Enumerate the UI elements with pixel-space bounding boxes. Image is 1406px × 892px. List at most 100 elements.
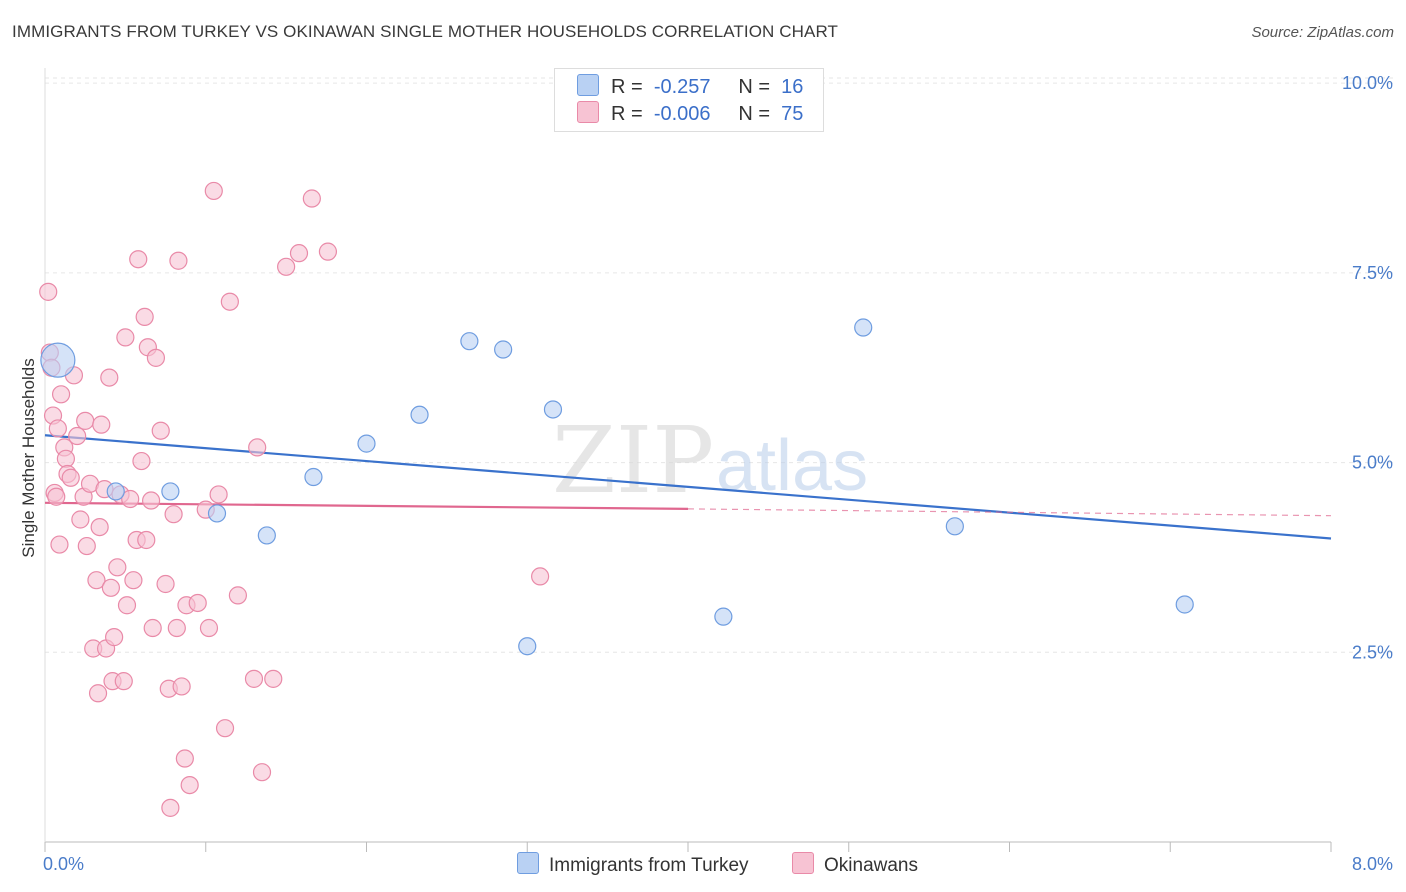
okinawans-point (71, 510, 90, 529)
r-label: R = (611, 76, 643, 98)
x-tick-label-max: 8.0% (1352, 854, 1393, 874)
okinawans-point (228, 586, 247, 605)
okinawans-point (220, 292, 239, 311)
r-value-turkey: -0.257 (653, 76, 711, 98)
okinawans-point (277, 257, 296, 276)
okinawans-point (48, 419, 67, 438)
okinawans-point (141, 491, 161, 510)
okinawans-point (92, 415, 111, 434)
legend-label-turkey: Immigrants from Turkey (549, 855, 749, 876)
okinawans-point (531, 567, 550, 586)
okinawans-point (50, 535, 69, 554)
okinawans-point (105, 628, 124, 647)
grid-lines (45, 77, 1393, 653)
okinawans-point (146, 348, 166, 367)
turkey-point (945, 517, 964, 536)
okinawans-point (39, 282, 58, 301)
okinawans-point (124, 571, 143, 590)
okinawans-point (252, 763, 272, 782)
turkey-point (494, 340, 513, 359)
okinawans-point (151, 421, 170, 440)
okinawans-point (116, 328, 135, 347)
n-value-turkey: 16 (781, 76, 804, 98)
okinawans-point (132, 451, 151, 471)
okinawans-point (117, 596, 137, 615)
turkey-point (1175, 595, 1194, 614)
okinawans-point (108, 558, 127, 577)
okinawans-point (129, 250, 148, 269)
n-value-okinawans: 75 (781, 103, 804, 125)
okinawans-point (101, 578, 121, 597)
stats-legend-row-turkey: R = -0.257 N = 16 (577, 74, 803, 100)
turkey-point (357, 434, 376, 453)
okinawans-point (156, 574, 175, 594)
turkey-point (854, 318, 873, 337)
okinawans-point (121, 489, 140, 509)
okinawans-point (169, 251, 188, 270)
turkey-points (40, 318, 1194, 656)
okinawans-point (244, 669, 264, 688)
okinawans-point (76, 411, 95, 430)
okinawans-point (114, 672, 133, 691)
turkey-point (207, 504, 227, 523)
okinawans-point (47, 487, 66, 506)
turkey-point (410, 405, 429, 424)
y-tick-labels: 2.5% 5.0% 7.5% 10.0% (1342, 73, 1393, 662)
okinawans-point (51, 385, 71, 404)
okinawans-point (204, 181, 223, 201)
okinawans-point (143, 618, 162, 638)
n-label: N = (738, 76, 771, 98)
okinawans-point (100, 368, 119, 387)
okinawans-point (188, 593, 207, 613)
okinawans-legend-swatch (792, 852, 814, 874)
okinawans-trend-line-extension (687, 508, 1332, 517)
stats-legend: R = -0.257 N = 16 R = -0.006 N = 75 (554, 68, 824, 132)
okinawans-point (88, 684, 108, 703)
y-axis-label: Single Mother Households (19, 358, 38, 557)
okinawans-point (161, 798, 180, 817)
r-value-okinawans: -0.006 (653, 103, 711, 125)
legend-item-okinawans[interactable]: Okinawans (792, 852, 918, 877)
okinawans-point (175, 749, 194, 768)
turkey-point (40, 342, 76, 378)
okinawans-point (61, 468, 80, 487)
legend-label-okinawans: Okinawans (824, 855, 918, 876)
okinawans-point (68, 426, 87, 446)
okinawans-point (289, 244, 309, 263)
turkey-point (257, 526, 276, 545)
chart-title: IMMIGRANTS FROM TURKEY VS OKINAWAN SINGL… (12, 22, 838, 41)
n-label: N = (738, 103, 771, 125)
okinawans-point (77, 536, 96, 556)
stats-legend-row-okinawans: R = -0.006 N = 75 (577, 101, 803, 127)
okinawans-point (90, 517, 109, 537)
turkey-point (161, 482, 180, 501)
legend-item-turkey[interactable]: Immigrants from Turkey (517, 852, 749, 877)
okinawans-point (302, 189, 321, 208)
source-label: Source: ZipAtlas.com (1251, 24, 1394, 41)
turkey-point (518, 637, 537, 656)
okinawans-point (180, 775, 199, 795)
okinawans-point (172, 677, 191, 696)
turkey-swatch (577, 74, 599, 96)
turkey-point (106, 482, 125, 501)
watermark-atlas: atlas (716, 426, 868, 506)
okinawans-point (167, 618, 186, 638)
watermark-zip: ZIP (552, 407, 714, 514)
turkey-legend-swatch (517, 852, 539, 874)
turkey-point (304, 467, 323, 487)
okinawans-point (209, 485, 228, 504)
turkey-point (543, 400, 563, 419)
x-tick-label-min: 0.0% (43, 854, 84, 874)
r-label: R = (611, 103, 643, 125)
y-tick-label: 5.0% (1352, 453, 1393, 473)
okinawans-point (135, 307, 154, 326)
okinawans-swatch (577, 101, 599, 123)
okinawans-point (215, 719, 235, 738)
turkey-point (460, 332, 479, 351)
watermark: ZIP atlas (552, 407, 868, 514)
okinawans-point (248, 438, 267, 457)
y-tick-label: 2.5% (1352, 642, 1393, 662)
y-tick-label: 10.0% (1342, 73, 1393, 93)
turkey-point (714, 607, 733, 626)
okinawans-point (87, 571, 106, 590)
